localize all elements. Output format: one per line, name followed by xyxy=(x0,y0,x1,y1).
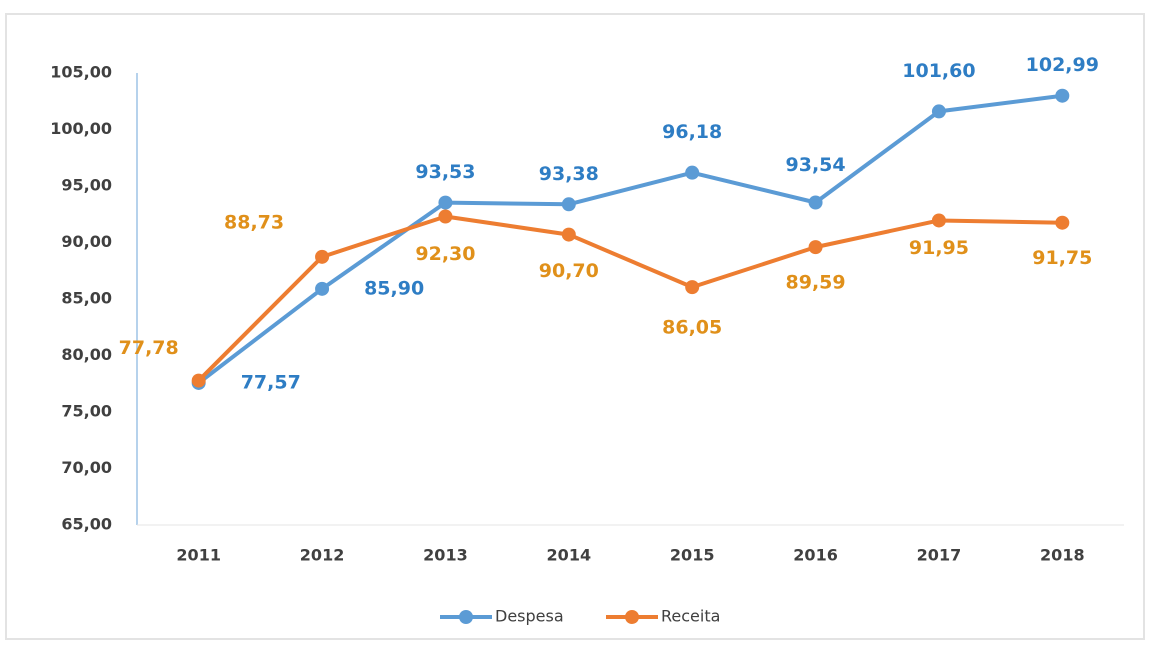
point xyxy=(931,213,946,228)
point xyxy=(315,249,330,264)
data-label: 91,75 xyxy=(1032,247,1092,269)
y-tick-label: 100,00 xyxy=(50,119,112,138)
y-tick-label: 80,00 xyxy=(61,345,112,364)
x-tick-label: 2011 xyxy=(176,546,221,565)
data-label: 93,53 xyxy=(415,161,475,183)
point xyxy=(438,195,453,210)
data-label: 102,99 xyxy=(1026,54,1099,76)
data-label: 85,90 xyxy=(364,277,424,299)
point xyxy=(931,104,946,119)
legend-marker xyxy=(459,610,473,624)
data-label: 86,05 xyxy=(662,317,722,339)
x-tick-label: 2015 xyxy=(670,546,715,565)
series-line xyxy=(197,214,1063,382)
y-tick-label: 65,00 xyxy=(61,515,112,534)
point xyxy=(1055,215,1070,230)
series-line xyxy=(197,93,1063,385)
data-label: 77,57 xyxy=(241,371,301,393)
point xyxy=(561,197,576,212)
x-tick-label: 2012 xyxy=(300,546,345,565)
legend-label: Despesa xyxy=(495,607,564,626)
point xyxy=(685,280,700,295)
data-label: 93,38 xyxy=(539,163,599,185)
y-tick-label: 85,00 xyxy=(61,289,112,308)
y-tick-label: 95,00 xyxy=(61,176,112,195)
x-tick-label: 2018 xyxy=(1040,546,1085,565)
data-label: 101,60 xyxy=(902,60,975,82)
x-tick-label: 2014 xyxy=(547,546,592,565)
data-label: 92,30 xyxy=(415,243,475,265)
x-tick-label: 2016 xyxy=(793,546,838,565)
y-tick-label: 90,00 xyxy=(61,232,112,251)
y-tick-label: 105,00 xyxy=(50,63,112,82)
chart-frame xyxy=(5,13,1145,640)
y-tick-label: 70,00 xyxy=(61,458,112,477)
data-label: 89,59 xyxy=(786,272,846,294)
point xyxy=(1055,88,1070,103)
point xyxy=(808,240,823,255)
legend-label: Receita xyxy=(661,607,720,626)
data-label: 88,73 xyxy=(224,211,284,233)
x-tick-label: 2017 xyxy=(917,546,962,565)
point xyxy=(808,195,823,210)
legend-marker xyxy=(625,610,639,624)
data-label: 77,78 xyxy=(119,337,179,359)
data-label: 93,54 xyxy=(786,154,846,176)
point xyxy=(438,209,453,224)
x-tick-label: 2013 xyxy=(423,546,468,565)
point xyxy=(685,165,700,180)
point xyxy=(561,227,576,242)
data-label: 96,18 xyxy=(662,121,722,143)
data-label: 91,95 xyxy=(909,237,969,259)
point xyxy=(315,281,330,296)
point xyxy=(191,373,206,388)
y-tick-label: 75,00 xyxy=(61,402,112,421)
data-label: 90,70 xyxy=(539,260,599,282)
